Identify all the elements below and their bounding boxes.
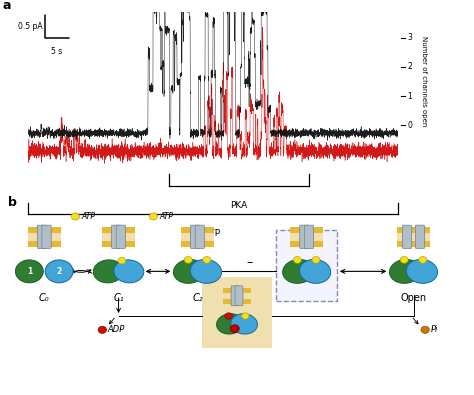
Bar [397, 227, 430, 247]
Text: C₁: C₁ [113, 293, 124, 303]
Circle shape [71, 213, 80, 220]
Text: 2: 2 [407, 62, 412, 71]
FancyBboxPatch shape [195, 225, 204, 248]
Ellipse shape [217, 314, 243, 334]
Bar [27, 227, 61, 233]
Text: C₀: C₀ [39, 293, 50, 303]
Bar [102, 241, 135, 247]
Circle shape [242, 313, 249, 319]
FancyBboxPatch shape [276, 230, 337, 301]
Circle shape [225, 313, 232, 319]
Bar [290, 241, 323, 247]
FancyBboxPatch shape [415, 225, 425, 248]
Ellipse shape [406, 260, 438, 283]
Bar [181, 241, 214, 247]
FancyBboxPatch shape [304, 225, 314, 248]
Bar [181, 227, 214, 247]
Circle shape [149, 213, 157, 220]
Text: ADP: ADP [108, 325, 125, 334]
FancyBboxPatch shape [42, 225, 51, 248]
Text: 0.5 pA: 0.5 pA [18, 22, 43, 31]
Bar [290, 227, 323, 247]
Text: Number of channels open: Number of channels open [421, 36, 427, 127]
FancyBboxPatch shape [111, 225, 121, 248]
Ellipse shape [300, 260, 331, 283]
Circle shape [184, 257, 192, 263]
Ellipse shape [283, 260, 314, 283]
Text: 2: 2 [56, 267, 62, 276]
Circle shape [118, 258, 126, 264]
Ellipse shape [45, 260, 73, 283]
FancyBboxPatch shape [402, 225, 411, 248]
Circle shape [400, 257, 408, 263]
Ellipse shape [231, 314, 257, 334]
Text: Pi: Pi [431, 325, 438, 334]
Ellipse shape [93, 260, 123, 283]
Bar [397, 227, 430, 233]
Circle shape [312, 257, 320, 263]
Bar [223, 299, 251, 304]
Ellipse shape [390, 260, 421, 283]
Text: b: b [9, 196, 18, 209]
FancyBboxPatch shape [191, 225, 200, 248]
Text: a: a [2, 0, 11, 11]
FancyBboxPatch shape [235, 286, 243, 306]
Text: 1: 1 [27, 267, 32, 276]
Circle shape [293, 257, 301, 263]
FancyBboxPatch shape [300, 225, 309, 248]
Circle shape [230, 325, 239, 333]
Text: 3: 3 [407, 33, 412, 42]
FancyBboxPatch shape [231, 286, 239, 306]
Circle shape [419, 257, 427, 263]
Bar [181, 227, 214, 233]
Ellipse shape [114, 260, 144, 283]
Circle shape [421, 326, 429, 333]
Text: C₂: C₂ [192, 293, 203, 303]
Bar [102, 227, 135, 233]
Ellipse shape [173, 260, 205, 283]
Bar [223, 288, 251, 304]
Text: PKA: PKA [230, 201, 248, 210]
Bar [27, 241, 61, 247]
Text: ATP: ATP [160, 212, 174, 221]
Text: Open: Open [401, 293, 427, 303]
Circle shape [98, 326, 107, 333]
Text: ATP: ATP [205, 229, 221, 238]
Text: 1: 1 [407, 92, 412, 100]
Ellipse shape [190, 260, 221, 283]
Bar [223, 288, 251, 293]
Text: 5 s: 5 s [52, 47, 63, 56]
FancyBboxPatch shape [116, 225, 126, 248]
Text: –: – [246, 256, 252, 269]
Bar [102, 227, 135, 247]
FancyBboxPatch shape [37, 225, 46, 248]
Text: 0: 0 [407, 120, 412, 130]
Text: ATP: ATP [82, 212, 96, 221]
Bar [397, 241, 430, 247]
Bar [27, 227, 61, 247]
Bar [290, 227, 323, 233]
Circle shape [203, 257, 211, 263]
Bar [202, 276, 272, 348]
Ellipse shape [16, 260, 43, 283]
